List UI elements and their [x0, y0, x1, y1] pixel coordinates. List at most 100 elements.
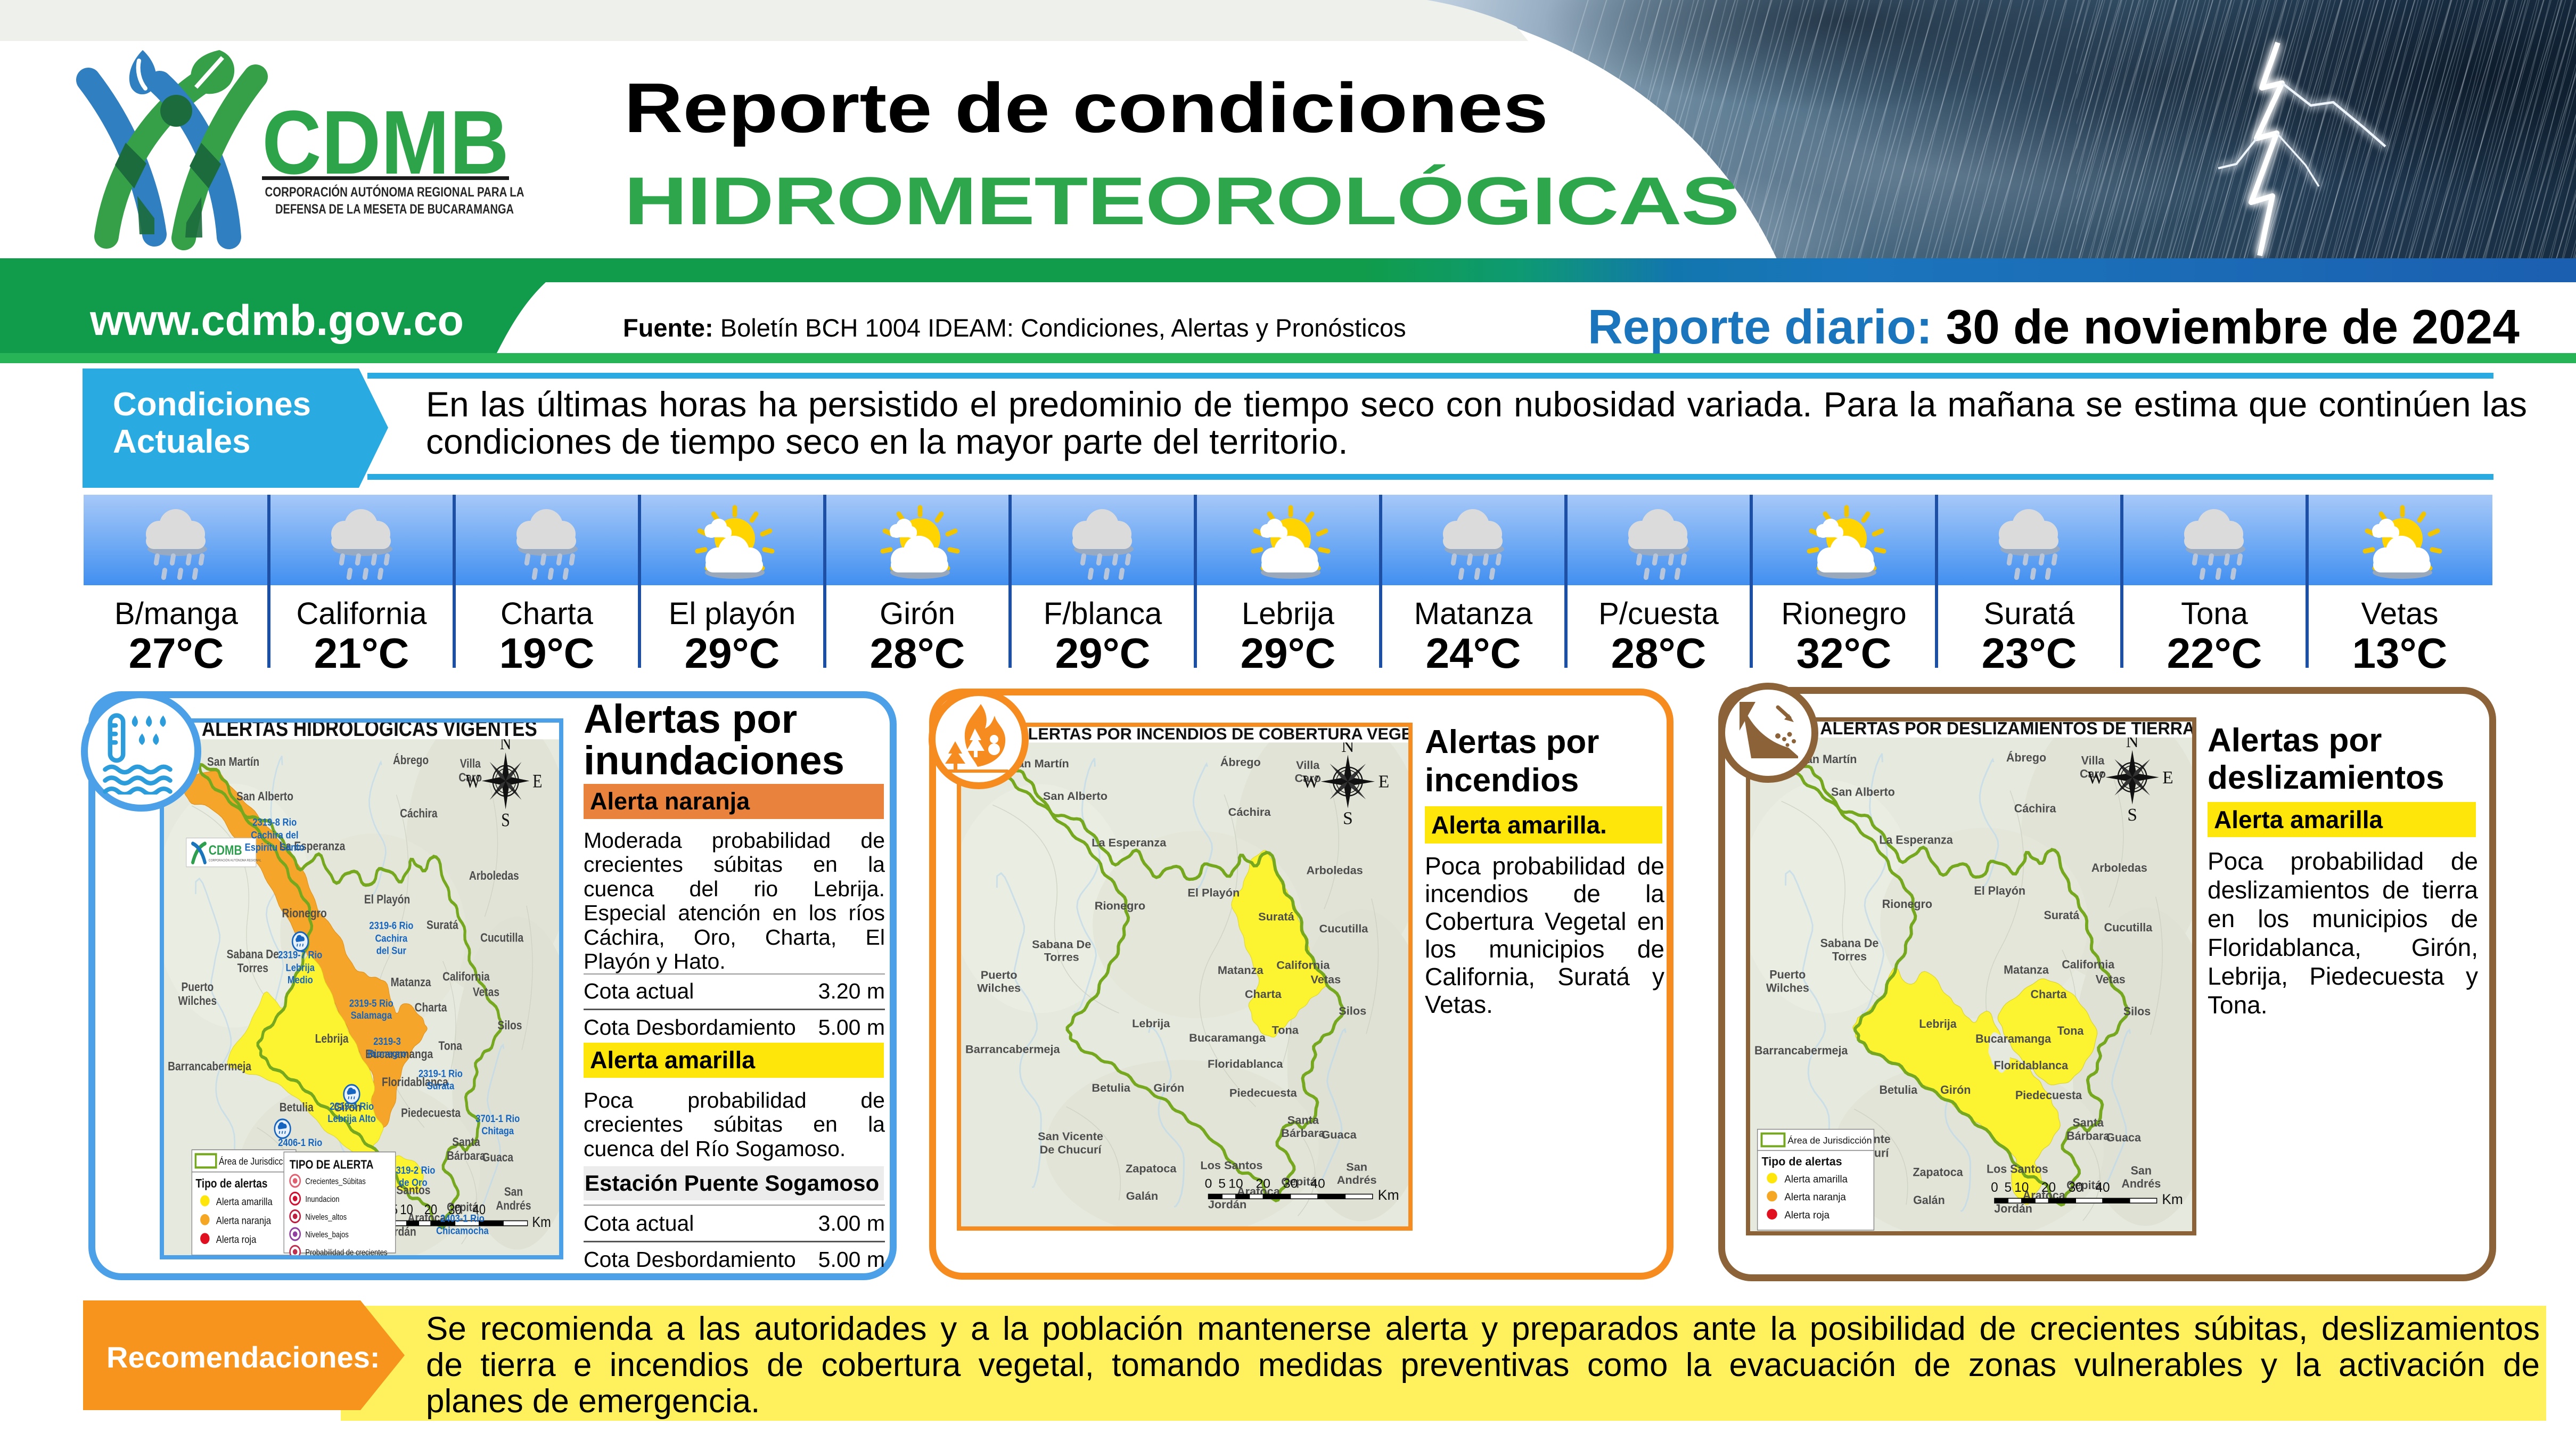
svg-text:Charta: Charta — [415, 1001, 447, 1014]
svg-text:Lebrija: Lebrija — [286, 961, 315, 973]
svg-text:San: San — [1346, 1160, 1367, 1174]
svg-text:La Esperanza: La Esperanza — [1879, 833, 1953, 846]
svg-text:Chicamocha: Chicamocha — [436, 1224, 489, 1237]
svg-text:E: E — [2162, 768, 2173, 788]
svg-text:2319-5 Rio: 2319-5 Rio — [349, 997, 393, 1009]
svg-text:Alerta naranja: Alerta naranja — [1784, 1191, 1846, 1202]
svg-text:Arboledas: Arboledas — [2091, 861, 2147, 874]
svg-text:Tona: Tona — [439, 1039, 463, 1053]
svg-text:Girón: Girón — [1940, 1083, 1971, 1096]
svg-text:California: California — [2062, 957, 2115, 971]
svg-text:Niveles_bajos: Niveles_bajos — [305, 1231, 348, 1240]
svg-text:Santa: Santa — [2072, 1116, 2104, 1129]
svg-text:Arboledas: Arboledas — [1307, 864, 1363, 877]
svg-text:San Alberto: San Alberto — [236, 790, 293, 803]
svg-text:ALERTAS POR DESLIZAMIENTOS DE: ALERTAS POR DESLIZAMIENTOS DE TIERRA — [1820, 719, 2195, 738]
svg-text:Ábrego: Ábrego — [2006, 751, 2046, 764]
svg-text:Salamaga: Salamaga — [351, 1009, 392, 1021]
svg-text:Caro: Caro — [2080, 767, 2106, 780]
svg-text:Alerta roja: Alerta roja — [216, 1233, 257, 1246]
svg-text:S: S — [2127, 805, 2137, 825]
svg-text:Jordán: Jordán — [1208, 1198, 1246, 1211]
svg-text:Piedecuesta: Piedecuesta — [2015, 1088, 2082, 1102]
svg-text:Piedecuesta: Piedecuesta — [1229, 1086, 1298, 1100]
svg-text:Santa: Santa — [1287, 1114, 1319, 1127]
svg-text:30: 30 — [448, 1202, 461, 1217]
svg-text:Villa: Villa — [460, 757, 481, 771]
svg-text:Matanza: Matanza — [2004, 963, 2049, 976]
svg-text:California: California — [1276, 958, 1330, 971]
svg-text:Lebrija: Lebrija — [315, 1033, 349, 1046]
svg-text:Tipo de alertas: Tipo de alertas — [195, 1177, 267, 1190]
svg-text:Torres: Torres — [1044, 951, 1079, 964]
svg-text:Rionegro: Rionegro — [368, 1047, 407, 1060]
svg-text:Niveles_altos: Niveles_altos — [305, 1213, 347, 1222]
svg-text:5: 5 — [1218, 1177, 1226, 1191]
svg-text:Rionegro: Rionegro — [282, 907, 327, 920]
svg-text:San Vicente: San Vicente — [1038, 1129, 1103, 1143]
svg-text:La Esperanza: La Esperanza — [280, 840, 346, 853]
svg-text:Bucaramanga: Bucaramanga — [365, 1048, 433, 1061]
svg-text:Lebrija: Lebrija — [1919, 1017, 1957, 1030]
svg-text:Andrés: Andrés — [2121, 1177, 2161, 1190]
svg-text:Cucutilla: Cucutilla — [480, 931, 523, 945]
svg-text:W: W — [1302, 772, 1319, 792]
svg-text:Girón: Girón — [1153, 1081, 1184, 1094]
svg-text:Floridablanca: Floridablanca — [1208, 1057, 1283, 1070]
svg-text:Puerto: Puerto — [981, 968, 1018, 981]
svg-text:Silos: Silos — [2123, 1004, 2151, 1018]
svg-text:Los Santos: Los Santos — [1987, 1162, 2048, 1175]
svg-text:Villa: Villa — [1296, 758, 1320, 772]
svg-text:Puerto: Puerto — [1769, 968, 1806, 981]
svg-text:Barrancabermeja: Barrancabermeja — [965, 1043, 1061, 1056]
svg-text:Ábrego: Ábrego — [1220, 755, 1261, 768]
svg-text:Km: Km — [1378, 1187, 1399, 1203]
svg-text:E: E — [1379, 772, 1390, 792]
svg-text:Cucutilla: Cucutilla — [2104, 921, 2153, 934]
svg-text:Tipo de alertas: Tipo de alertas — [1761, 1155, 1842, 1168]
svg-text:Caro: Caro — [458, 771, 482, 784]
svg-text:San Alberto: San Alberto — [1043, 789, 1107, 803]
svg-text:Ábrego: Ábrego — [393, 754, 429, 767]
svg-text:Charta: Charta — [2030, 987, 2067, 1001]
svg-text:10: 10 — [400, 1202, 413, 1217]
svg-text:Silos: Silos — [498, 1019, 522, 1033]
svg-text:Los Santos: Los Santos — [1200, 1159, 1262, 1172]
svg-text:Alerta amarilla: Alerta amarilla — [1784, 1173, 1848, 1184]
svg-text:del Sur: del Sur — [376, 944, 406, 956]
svg-text:40: 40 — [2095, 1181, 2110, 1195]
svg-text:40: 40 — [473, 1202, 486, 1217]
svg-text:CORPORACIÓN AUTÓNOMA REGIONAL: CORPORACIÓN AUTÓNOMA REGIONAL — [209, 858, 261, 863]
svg-text:20: 20 — [424, 1202, 437, 1217]
svg-text:Caro: Caro — [1294, 772, 1321, 785]
svg-text:Wilches: Wilches — [178, 995, 217, 1008]
svg-text:Km: Km — [532, 1214, 551, 1230]
svg-text:La Esperanza: La Esperanza — [1092, 836, 1167, 849]
svg-text:Cucutilla: Cucutilla — [1319, 922, 1369, 935]
svg-text:Tona: Tona — [1272, 1024, 1299, 1037]
svg-text:Km: Km — [2162, 1191, 2183, 1207]
svg-text:2406-1 Rio: 2406-1 Rio — [278, 1136, 322, 1148]
svg-text:Cáchira: Cáchira — [1228, 805, 1271, 818]
svg-text:Cepitá: Cepitá — [2066, 1178, 2102, 1192]
svg-text:Área de Jurisdicción: Área de Jurisdicción — [219, 1156, 294, 1167]
svg-text:Silos: Silos — [1339, 1004, 1366, 1017]
svg-text:Jordán: Jordán — [1994, 1202, 2032, 1215]
svg-text:Vetas: Vetas — [1310, 973, 1341, 986]
svg-text:Betulia: Betulia — [1880, 1083, 1918, 1096]
svg-text:Torres: Torres — [1832, 949, 1867, 963]
svg-text:DEFENSA DE LA MESETA DE BUCARA: DEFENSA DE LA MESETA DE BUCARAMANGA — [275, 202, 514, 217]
svg-text:Cepitá: Cepitá — [447, 1201, 478, 1214]
svg-text:Andrés: Andrés — [496, 1199, 531, 1213]
svg-text:Girón: Girón — [334, 1101, 361, 1115]
svg-text:Lebrija Alto: Lebrija Alto — [327, 1112, 376, 1125]
svg-text:Cáchira: Cáchira — [400, 807, 438, 821]
svg-text:Alerta amarilla: Alerta amarilla — [216, 1196, 273, 1208]
svg-text:2403-1 Rio: 2403-1 Rio — [440, 1212, 485, 1224]
svg-text:Wilches: Wilches — [977, 981, 1021, 994]
svg-text:10: 10 — [2014, 1181, 2029, 1195]
svg-text:CORPORACIÓN AUTÓNOMA REGIONAL: CORPORACIÓN AUTÓNOMA REGIONAL PARA LA — [265, 184, 524, 200]
svg-text:San: San — [2131, 1164, 2152, 1177]
svg-text:Cáchira: Cáchira — [2014, 801, 2057, 815]
svg-text:5: 5 — [2005, 1181, 2012, 1195]
